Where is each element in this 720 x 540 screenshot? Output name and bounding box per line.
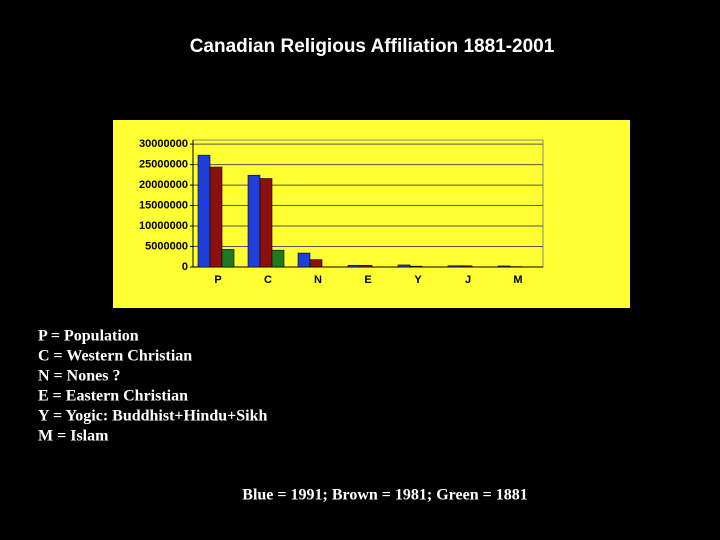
note: E = Eastern Christian <box>38 388 188 405</box>
bar <box>271 249 285 268</box>
bar <box>259 178 273 268</box>
y-tick-label: 5000000 <box>145 240 188 252</box>
y-tick-label: 20000000 <box>139 179 188 191</box>
note: Y = Yogic: Buddhist+Hindu+Sikh <box>38 408 267 425</box>
bar <box>347 265 361 268</box>
bar <box>447 265 461 268</box>
y-tick-label: 10000000 <box>139 220 188 232</box>
y-tick-label: 30000000 <box>139 138 188 150</box>
bar <box>359 265 373 268</box>
bar <box>247 174 261 268</box>
bar <box>209 166 223 268</box>
x-tick-label: Y <box>414 274 422 286</box>
y-tick-label: 15000000 <box>139 199 188 211</box>
note: P = Population <box>38 328 139 345</box>
bar <box>309 259 323 268</box>
x-tick-label: M <box>513 274 522 286</box>
bar <box>409 265 423 268</box>
bar <box>397 264 411 268</box>
y-tick-label: 0 <box>182 261 188 273</box>
bar <box>197 154 211 268</box>
bar <box>221 249 235 268</box>
bar <box>497 265 511 268</box>
note: C = Western Christian <box>38 348 192 365</box>
y-tick-label: 25000000 <box>139 158 188 170</box>
bar <box>459 265 473 268</box>
x-tick-label: J <box>465 274 471 286</box>
note: M = Islam <box>38 428 109 445</box>
x-tick-label: N <box>314 274 322 286</box>
caption: Blue = 1991; Brown = 1981; Green = 1881 <box>242 487 527 504</box>
chart-title: Canadian Religious Affiliation 1881-2001 <box>190 36 555 57</box>
bar <box>297 252 311 268</box>
x-tick-label: E <box>364 274 371 286</box>
x-tick-label: C <box>264 274 272 286</box>
x-tick-label: P <box>214 274 221 286</box>
note: N = Nones ? <box>38 368 120 385</box>
